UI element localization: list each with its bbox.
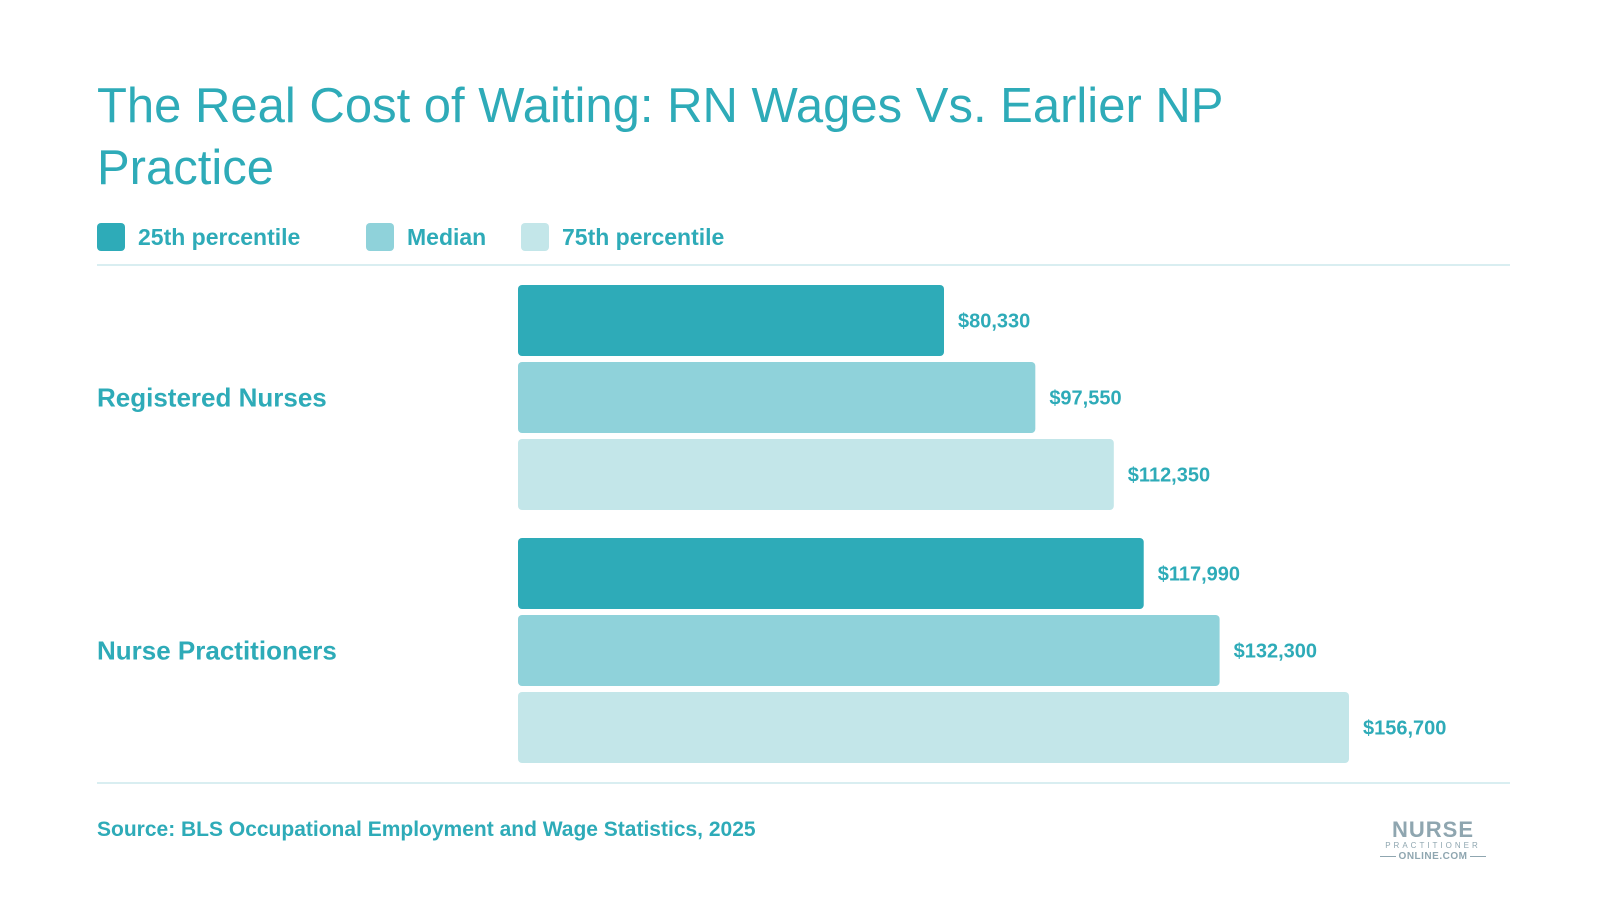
source-note: Source: BLS Occupational Employment and … [97, 818, 756, 841]
data-label-nurse-practitioners-median: $132,300 [1234, 641, 1317, 663]
legend-swatch-median [366, 223, 394, 251]
legend-item-median: Median [366, 223, 521, 251]
data-label-registered-nurses-25th-percentile: $80,330 [958, 311, 1030, 333]
bar-nurse-practitioners-25th-percentile [518, 538, 1144, 609]
logo-line-2: PRACTITIONER [1385, 841, 1481, 850]
legend-swatch-75th-percentile [521, 223, 549, 251]
bottom-divider [97, 782, 1510, 784]
legend-item-75th-percentile: 75th percentile [521, 223, 724, 251]
bar-nurse-practitioners-75th-percentile [518, 692, 1349, 763]
chart-legend: 25th percentile Median 75th percentile [97, 222, 724, 252]
data-label-nurse-practitioners-75th-percentile: $156,700 [1363, 718, 1446, 740]
legend-item-25th-percentile: 25th percentile [97, 223, 366, 251]
category-label-nurse-practitioners: Nurse Practitioners [97, 636, 337, 666]
top-divider [97, 264, 1510, 266]
data-label-nurse-practitioners-25th-percentile: $117,990 [1158, 564, 1240, 586]
category-label-registered-nurses: Registered Nurses [97, 383, 327, 413]
bar-registered-nurses-median [518, 362, 1036, 433]
legend-swatch-25th-percentile [97, 223, 125, 251]
bar-registered-nurses-75th-percentile [518, 439, 1114, 510]
brand-logo[interactable]: NURSE PRACTITIONER ONLINE.COM [1372, 817, 1494, 863]
legend-label-median: Median [407, 223, 487, 250]
bar-nurse-practitioners-median [518, 615, 1220, 686]
logo-line-1: NURSE [1391, 817, 1474, 842]
logo-line-3: ONLINE.COM [1372, 851, 1494, 862]
legend-label-25th-percentile: 25th percentile [138, 223, 301, 250]
data-label-registered-nurses-75th-percentile: $112,350 [1128, 465, 1210, 487]
legend-label-75th-percentile: 75th percentile [562, 223, 725, 250]
chart-title: The Real Cost of Waiting: RN Wages Vs. E… [97, 79, 1223, 195]
data-label-registered-nurses-median: $97,550 [1049, 388, 1121, 410]
bar-registered-nurses-25th-percentile [518, 285, 945, 356]
